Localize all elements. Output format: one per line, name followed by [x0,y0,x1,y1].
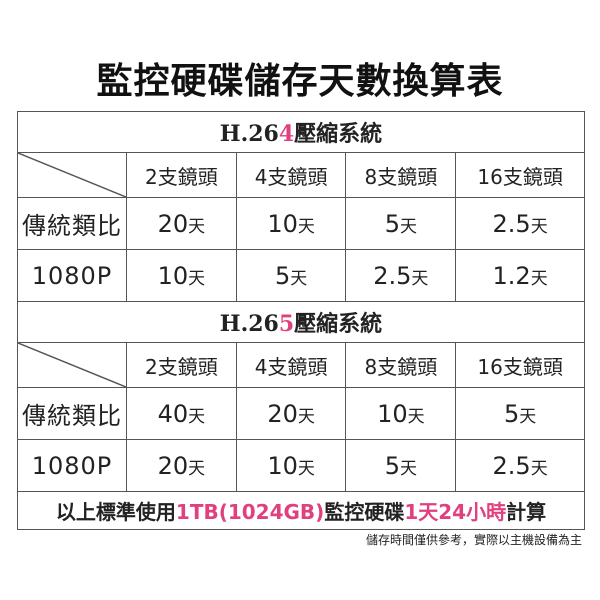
section-title: H.265壓縮系統 [17,301,585,343]
section-suffix: 壓縮系統 [294,311,383,337]
footer-highlight: 1TB(1024GB) [175,500,325,524]
table-row: 1080P 20天 10天 5天 2.5天 [17,439,585,492]
days-unit: 天 [530,458,548,479]
days-cell: 2.5天 [345,249,457,302]
days-cell: 5天 [455,387,585,440]
table-row: 1080P 10天 5天 2.5天 1.2天 [17,249,585,302]
days-unit: 天 [188,406,206,427]
days-value: 2.5 [492,209,531,238]
days-cell: 5天 [235,249,347,302]
days-cell: 5天 [345,439,457,492]
days-cell: 2.5天 [455,439,585,492]
days-value: 20 [267,399,298,428]
days-value: 5 [274,261,291,290]
section-prefix: H.26 [219,121,279,147]
days-cell: 5天 [345,197,457,250]
column-header: 4支鏡頭 [235,342,347,388]
row-label: 1080P [17,249,127,302]
days-value: 2.5 [492,451,531,480]
days-cell: 10天 [235,197,347,250]
days-value: 10 [157,261,189,290]
days-unit: 天 [399,216,417,237]
days-cell: 1.2天 [455,249,585,302]
days-value: 1.2 [492,261,531,290]
page-title: 監控硬碟儲存天數換算表 [96,61,504,102]
section-prefix: H.26 [219,311,279,337]
days-unit: 天 [407,406,425,427]
days-unit: 天 [297,406,315,427]
column-header: 4支鏡頭 [235,152,347,198]
column-header: 8支鏡頭 [345,152,457,198]
storage-table: H.264壓縮系統 2支鏡頭 4支鏡頭 8支鏡頭 16支鏡頭 傳統類比 20天 10天 5天 2.… [17,111,585,530]
days-cell: 40天 [126,387,237,440]
footer-text: 以上標準使用 [55,500,176,524]
column-header: 2支鏡頭 [126,342,237,388]
days-cell: 10天 [126,249,237,302]
row-label: 傳統類比 [17,387,127,440]
section-title: H.264壓縮系統 [17,111,585,153]
days-value: 40 [157,399,189,428]
days-unit: 天 [297,216,315,237]
section-highlight: 4 [278,121,295,147]
section-highlight: 5 [278,311,295,337]
days-unit: 天 [411,268,429,289]
days-value: 5 [503,399,520,428]
days-unit: 天 [188,268,206,289]
days-cell: 10天 [235,439,347,492]
days-unit: 天 [399,458,417,479]
disclaimer-note: 儲存時間僅供參考，實際以主機設備為主 [365,533,582,547]
days-value: 5 [384,209,400,238]
days-value: 10 [267,209,298,238]
corner-cell [17,152,127,198]
days-unit: 天 [530,216,548,237]
days-unit: 天 [290,268,308,289]
footer-text: 監控硬碟 [324,500,405,524]
days-value: 20 [157,209,189,238]
row-label: 1080P [17,439,127,492]
column-header: 16支鏡頭 [455,152,585,198]
days-value: 2.5 [373,261,412,290]
days-unit: 天 [297,458,315,479]
days-unit: 天 [188,216,206,237]
days-unit: 天 [519,406,537,427]
days-value: 10 [267,451,298,480]
footer-note: 以上標準使用1TB(1024GB)監控硬碟1天24小時計算 [17,491,585,530]
days-cell: 2.5天 [455,197,585,250]
table-row: 傳統類比 20天 10天 5天 2.5天 [17,197,585,250]
corner-cell [17,342,127,388]
days-value: 5 [384,451,400,480]
days-cell: 20天 [235,387,347,440]
table-row: 傳統類比 40天 20天 10天 5天 [17,387,585,440]
days-value: 10 [377,399,408,428]
section-suffix: 壓縮系統 [294,121,383,147]
column-header: 16支鏡頭 [455,342,585,388]
days-value: 20 [157,451,189,480]
days-cell: 20天 [126,197,237,250]
days-unit: 天 [188,458,206,479]
footer-highlight: 1天24小時 [404,500,507,524]
row-label: 傳統類比 [17,197,127,250]
column-header: 2支鏡頭 [126,152,237,198]
footer-text: 計算 [506,500,547,524]
days-unit: 天 [530,268,548,289]
days-cell: 20天 [126,439,237,492]
days-cell: 10天 [345,387,457,440]
column-header: 8支鏡頭 [345,342,457,388]
